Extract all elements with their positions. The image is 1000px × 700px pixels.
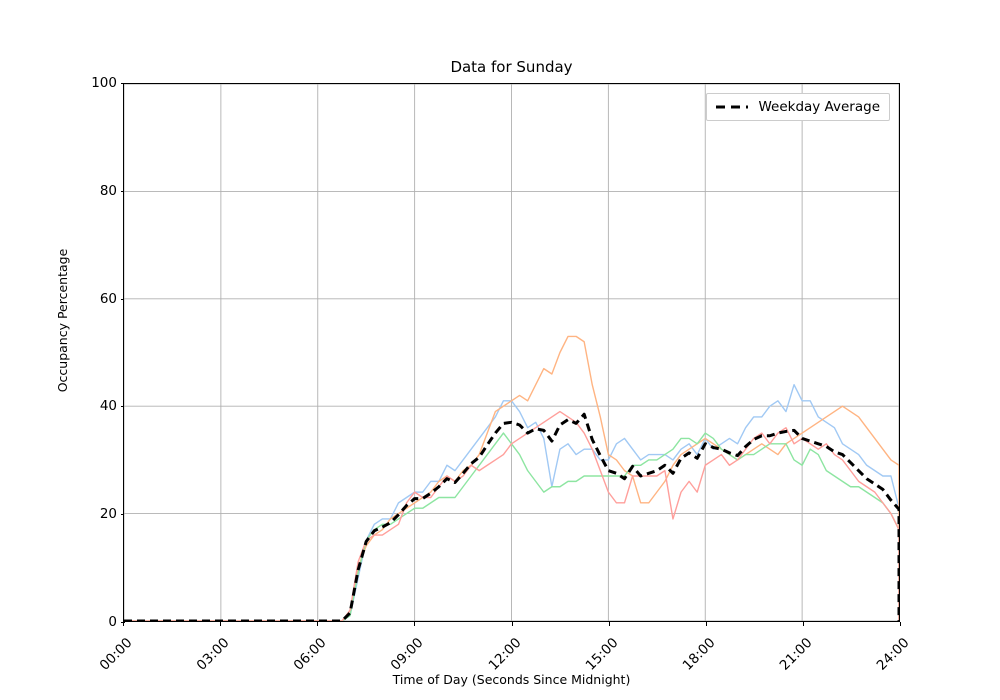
x-tick-mark: [220, 622, 222, 626]
legend-label: Weekday Average: [758, 99, 880, 115]
x-axis-label: Time of Day (Seconds Since Midnight): [392, 672, 631, 687]
x-tick-mark: [123, 622, 124, 626]
legend-line-swatch: [716, 105, 749, 109]
x-tick-label: 12:00: [485, 634, 524, 674]
x-tick-label: 06:00: [290, 634, 330, 674]
series-line-2: [124, 433, 899, 621]
y-tick-label: 80: [99, 182, 117, 199]
x-tick-label: 21:00: [776, 634, 816, 674]
x-tick-label: 18:00: [679, 634, 719, 674]
x-tick-mark: [608, 622, 610, 626]
x-tick-label: 15:00: [582, 634, 622, 674]
gridlines: [124, 84, 899, 621]
x-tick-label: 03:00: [193, 634, 233, 674]
series-line-4: [124, 414, 899, 621]
y-tick-label: 20: [99, 506, 117, 523]
y-tick-label: 40: [99, 398, 117, 415]
chart-title: Data for Sunday: [450, 58, 573, 76]
x-tick-mark: [414, 622, 416, 626]
x-tick-mark: [900, 622, 901, 626]
x-tick-mark: [317, 622, 319, 626]
series-lines: [124, 336, 899, 621]
x-tick-label: 00:00: [96, 634, 136, 674]
y-axis-ticks: 0 20 40 60 80 100: [65, 75, 125, 630]
series-line-1: [124, 336, 899, 621]
series-line-0: [124, 385, 899, 621]
y-tick-label: 100: [91, 75, 117, 91]
x-tick-mark: [705, 622, 707, 626]
x-axis-ticks: 00:00 03:00 06:00 09:00 12:00 15:00 18:00 21:00…: [97, 622, 912, 692]
plot-area: Weekday Average: [123, 83, 900, 622]
x-tick-label: 24:00: [873, 634, 913, 674]
x-tick-label: 09:00: [388, 634, 427, 674]
y-tick-label: 0: [108, 614, 117, 630]
x-tick-mark: [802, 622, 804, 626]
plot-svg: [124, 84, 899, 621]
y-tick-label: 60: [99, 290, 117, 307]
legend[interactable]: Weekday Average: [706, 93, 890, 121]
x-tick-mark: [511, 622, 513, 626]
